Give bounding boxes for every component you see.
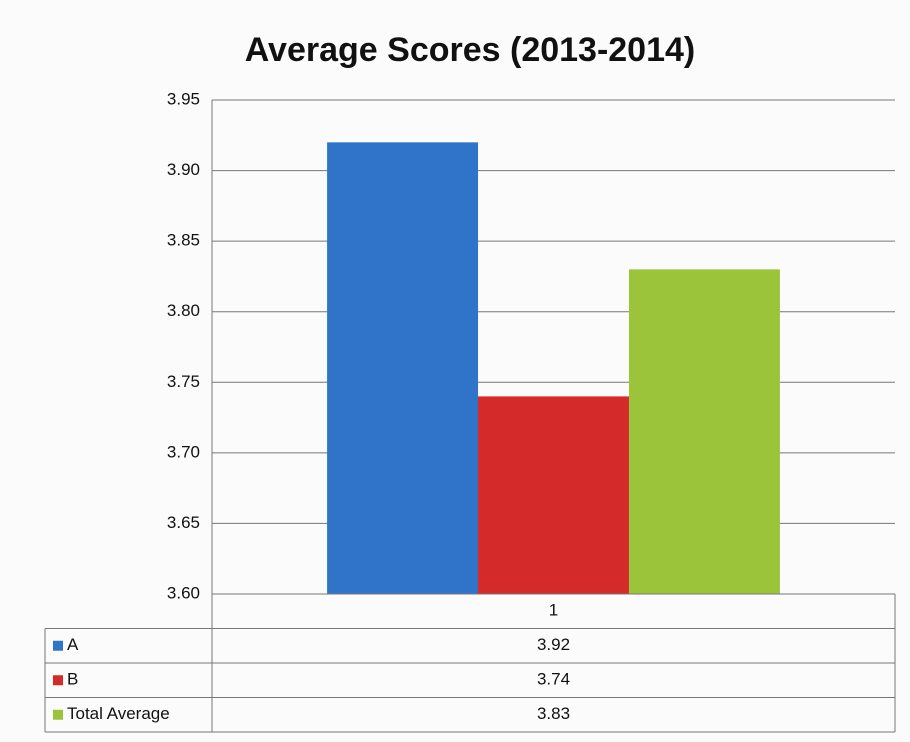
table-value: 3.83 (537, 704, 570, 723)
chart: Average Scores (2013-2014) 3.60 3.65 3.70 3… (0, 0, 910, 742)
legend-label: B (67, 670, 78, 689)
y-tick-label: 3.60 (167, 583, 200, 602)
chart-title: Average Scores (2013-2014) (245, 31, 695, 69)
table-value: 3.92 (537, 635, 570, 654)
y-tick-label: 3.70 (167, 442, 200, 461)
legend-label: A (67, 635, 79, 654)
y-tick-label: 3.75 (167, 372, 200, 391)
bar (327, 142, 478, 594)
legend-swatch (53, 675, 63, 685)
x-tick-label: 1 (549, 601, 558, 620)
bar (478, 396, 629, 594)
y-tick-label: 3.90 (167, 160, 200, 179)
legend-label: Total Average (67, 704, 170, 723)
y-tick-label: 3.80 (167, 301, 200, 320)
y-tick-label: 3.95 (167, 89, 200, 108)
table-value: 3.74 (537, 670, 570, 689)
y-tick-label: 3.85 (167, 231, 200, 250)
bar (629, 269, 780, 594)
legend-swatch (53, 641, 63, 651)
y-tick-label: 3.65 (167, 513, 200, 532)
legend-swatch (53, 710, 63, 720)
